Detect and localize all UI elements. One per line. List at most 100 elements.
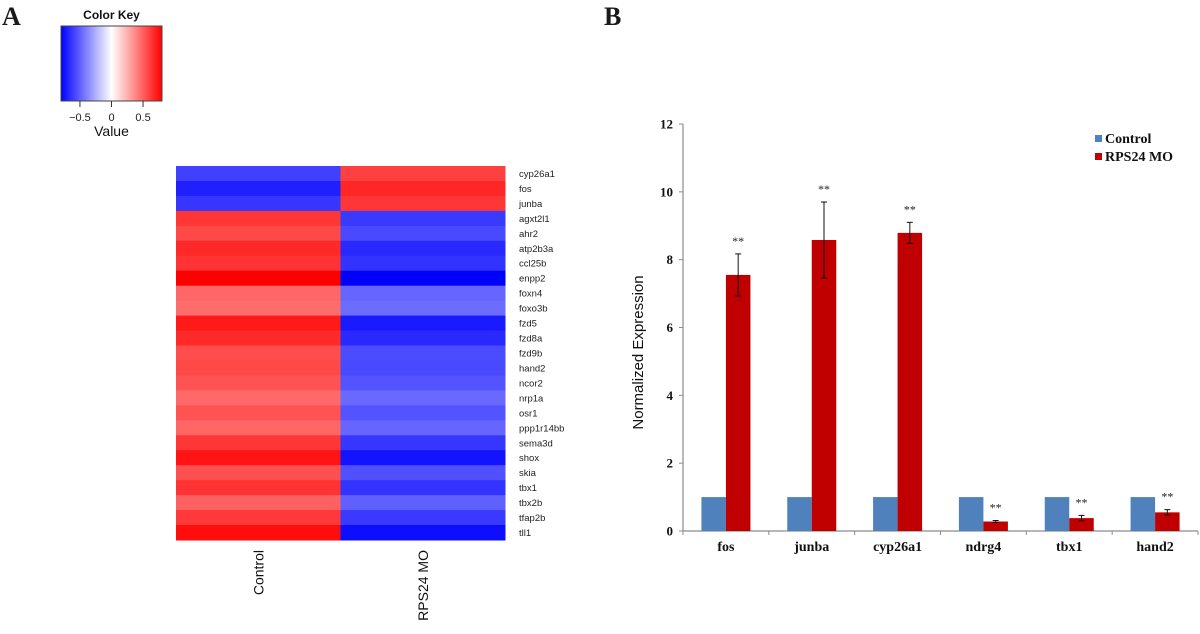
heatmap-cell <box>176 465 341 481</box>
significance-marker: ** <box>732 234 744 248</box>
heatmap-cell <box>340 375 506 391</box>
heatmap-row-label: fzd9b <box>519 349 542 360</box>
bar-control <box>958 497 984 531</box>
heatmap-panel: Color Key −0.5 0 0.5 Value cyp26a1 fos junba agx… <box>60 8 564 621</box>
heatmap-cell <box>340 210 506 227</box>
heatmap-cell <box>340 330 506 347</box>
significance-marker: ** <box>904 202 916 216</box>
heatmap-cell <box>340 180 506 197</box>
heatmap-cell <box>176 330 341 347</box>
x-axis-category-label: junba <box>793 540 829 555</box>
y-axis-tick-label: 0 <box>667 524 674 539</box>
legend-label-control: Control <box>1105 132 1152 147</box>
significance-marker: ** <box>1076 495 1088 509</box>
heatmap-row-label: fos <box>519 184 532 195</box>
heatmap-cell <box>176 285 341 302</box>
color-key-tick-label: −0.5 <box>69 112 91 124</box>
heatmap-cell <box>340 405 506 421</box>
bar-control <box>787 497 812 531</box>
heatmap-row-label: enpp2 <box>519 274 545 285</box>
y-axis-tick-label: 2 <box>667 456 674 471</box>
heatmap-cell <box>176 435 341 451</box>
bar-control <box>1130 497 1156 531</box>
x-axis-category-label: hand2 <box>1136 540 1173 555</box>
heatmap-cell <box>176 255 341 272</box>
y-axis-tick-label: 4 <box>667 388 674 403</box>
significance-marker: ** <box>818 182 830 196</box>
bar-rps24-mo <box>811 239 837 531</box>
heatmap-row-label: foxo3b <box>519 304 548 315</box>
panel-label-a: A <box>2 2 21 31</box>
heatmap-cell <box>340 195 506 212</box>
heatmap-row-label: sema3d <box>519 438 553 449</box>
heatmap-cell <box>176 210 341 227</box>
y-axis-label: Normalized Expression <box>630 275 647 429</box>
panel-label-b: B <box>604 2 622 31</box>
bar-rps24-mo <box>1069 518 1094 531</box>
x-axis-category-label: tbx1 <box>1056 540 1082 555</box>
heatmap-cell <box>340 285 506 302</box>
heatmap-row-label: hand2 <box>519 363 545 374</box>
heatmap-row-label: tbx2b <box>519 498 542 509</box>
heatmap-cell <box>340 390 506 406</box>
heatmap-row-label: junba <box>518 199 543 210</box>
heatmap-cell <box>176 525 341 541</box>
heatmap-cell <box>340 240 506 257</box>
heatmap-cell <box>176 315 341 332</box>
bar-rps24-mo <box>725 274 751 531</box>
heatmap-cell <box>340 465 506 481</box>
heatmap-column-label: RPS24 MO <box>415 550 431 621</box>
x-axis-category-label: ndrg4 <box>966 540 1002 555</box>
heatmap-cell <box>340 255 506 272</box>
bar-control <box>1044 497 1070 531</box>
x-axis-category-label: cyp26a1 <box>873 540 922 555</box>
bar-rps24-mo <box>983 521 1008 531</box>
heatmap-cell <box>340 300 506 317</box>
bar-rps24-mo <box>1155 512 1180 531</box>
heatmap-row-label: osr1 <box>519 408 537 419</box>
y-axis-tick-label: 8 <box>667 252 674 267</box>
heatmap-row-label: skia <box>519 468 537 479</box>
heatmap-cell <box>176 450 341 466</box>
heatmap-cell <box>176 375 341 391</box>
heatmap-cell <box>176 420 341 436</box>
heatmap-cell <box>340 166 506 182</box>
heatmap-cell <box>176 390 341 406</box>
heatmap-cell <box>176 225 341 242</box>
bar-rps24-mo <box>897 232 923 531</box>
color-key-xlabel: Value <box>94 123 129 139</box>
heatmap-row-label: agxt2l1 <box>519 214 550 225</box>
heatmap-cell <box>340 510 506 526</box>
heatmap-cell <box>176 495 341 511</box>
significance-marker: ** <box>1161 490 1173 504</box>
heatmap-cell <box>340 225 506 242</box>
heatmap-cell <box>176 166 341 182</box>
heatmap-cell <box>340 525 506 541</box>
color-key-tick-label: 0 <box>108 112 114 124</box>
heatmap-cell <box>176 270 341 287</box>
heatmap-row-label: tbx1 <box>519 483 537 494</box>
heatmap-row-label: fzd8a <box>519 334 543 345</box>
legend-swatch-rps24-mo <box>1095 153 1102 160</box>
heatmap-cell <box>176 195 341 212</box>
heatmap-cell <box>176 480 341 496</box>
heatmap-cell <box>340 420 506 436</box>
color-key-gradient <box>60 25 163 102</box>
heatmap-row-label: fzd5 <box>519 319 537 330</box>
heatmap-cell <box>340 360 506 376</box>
legend-swatch-control <box>1095 135 1102 142</box>
heatmap-row-label: ahr2 <box>519 229 538 240</box>
heatmap-row-label: tfap2b <box>519 513 545 524</box>
heatmap-row-label: atp2b3a <box>519 244 554 255</box>
heatmap-cell <box>340 315 506 332</box>
heatmap-row-label: ccl25b <box>519 259 546 270</box>
heatmap-cell <box>176 345 341 361</box>
heatmap-row-label: cyp26a1 <box>519 169 555 180</box>
heatmap-cell <box>340 270 506 287</box>
color-key-title: Color Key <box>83 8 140 22</box>
significance-marker: ** <box>990 500 1002 514</box>
heatmap-cell <box>176 300 341 317</box>
color-key-tick-label: 0.5 <box>135 112 150 124</box>
heatmap-cell <box>340 435 506 451</box>
heatmap-cell <box>176 240 341 257</box>
